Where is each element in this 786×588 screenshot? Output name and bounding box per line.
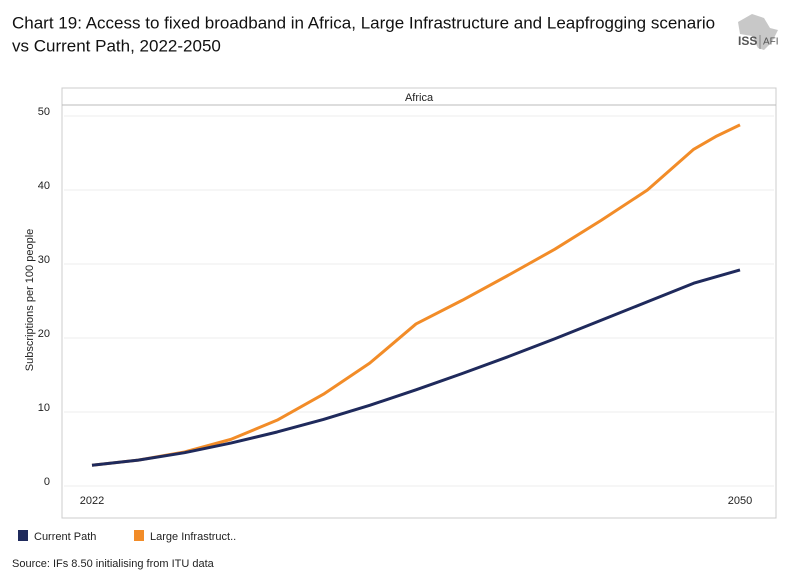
y-tick-label: 10: [38, 402, 50, 414]
source: Source: IFs 8.50 initialising from ITU d…: [12, 558, 215, 570]
y-tick-label: 20: [38, 328, 50, 340]
legend-swatch: [134, 530, 144, 541]
legend-swatch: [18, 530, 28, 541]
logo-text: AFI: [763, 37, 779, 48]
y-tick-label: 0: [44, 476, 50, 488]
chart-title: Chart 19: Access to fixed broadband in A…: [12, 13, 715, 32]
logo-shape: [738, 14, 778, 50]
panel: [61, 87, 777, 519]
x-tick-label: 2022: [80, 495, 104, 507]
panel-title: Africa: [405, 92, 434, 104]
line: [91, 123, 741, 467]
x-tick-label: 2050: [728, 495, 752, 507]
y-tick-label: 30: [38, 254, 50, 266]
y-tick-label: 50: [38, 106, 50, 118]
line: [91, 268, 741, 467]
y-axis-label: Subscriptions per 100 people: [24, 229, 36, 371]
chart-title: vs Current Path, 2022-2050: [12, 36, 221, 55]
legend-label: Large Infrastruct..: [150, 531, 236, 543]
y-tick-label: 40: [38, 180, 50, 192]
legend-label: Current Path: [34, 531, 96, 543]
logo-text: ISS: [738, 34, 757, 48]
